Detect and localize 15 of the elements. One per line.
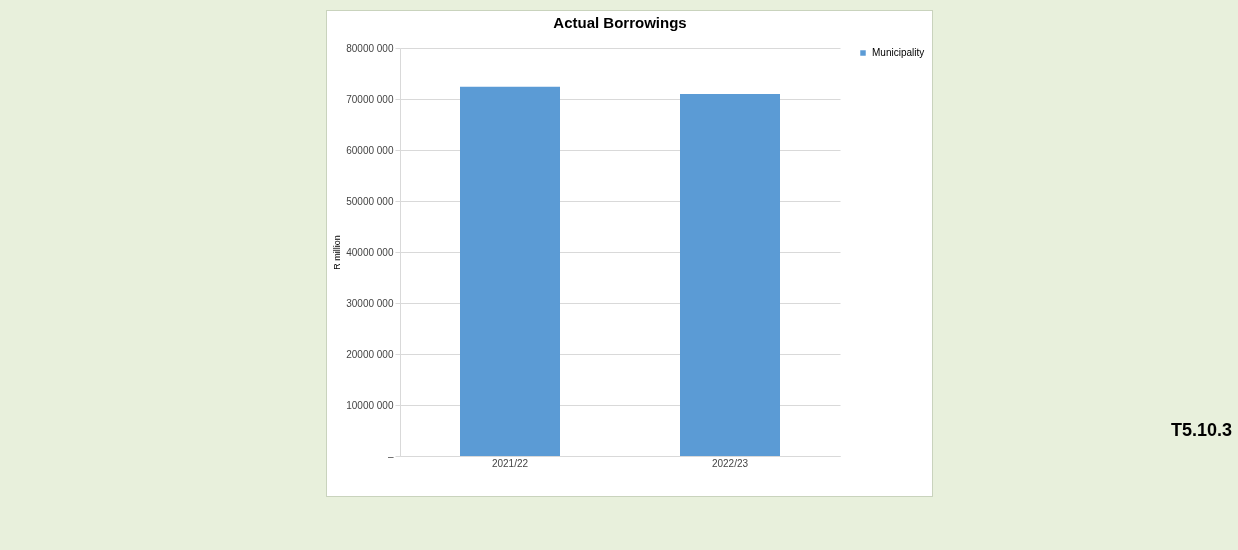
- chart-title: Actual Borrowings: [553, 14, 687, 31]
- x-tick-label: 2021/22: [491, 457, 529, 469]
- legend-label: Municipality: [872, 47, 925, 58]
- y-axis-title: R million: [332, 235, 343, 270]
- x-tick-label: 2022/23: [711, 457, 749, 469]
- y-tick-label: 60000 000: [346, 144, 394, 156]
- text: T5.10.3: [1170, 420, 1232, 441]
- y-tick-label: 80000 000: [346, 42, 394, 54]
- y-tick-label: 30000 000: [346, 297, 394, 309]
- y-tick-label: 70000 000: [346, 93, 394, 105]
- y-tick-label: 20000 000: [346, 348, 394, 360]
- y-tick-label: 10000 000: [346, 399, 394, 411]
- y-tick-label: –: [387, 450, 394, 462]
- y-tick-label: 50000 000: [346, 195, 394, 207]
- y-tick-label: 40000 000: [346, 246, 394, 258]
